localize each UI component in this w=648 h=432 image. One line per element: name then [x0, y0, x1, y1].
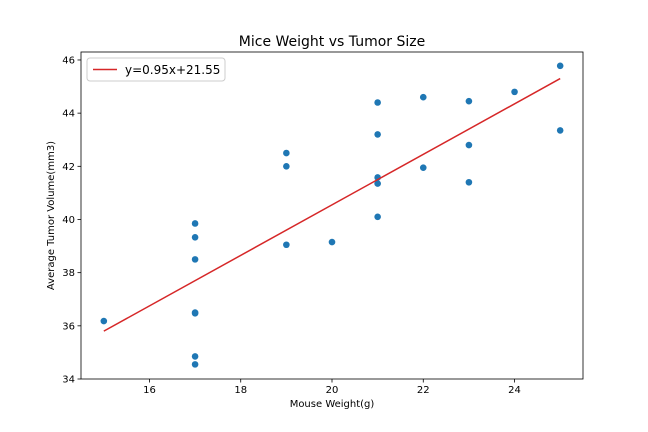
regression-line: [103, 77, 561, 332]
data-point: [191, 353, 199, 360]
data-point: [465, 97, 473, 105]
data-point: [419, 93, 427, 101]
data-point: [283, 149, 290, 157]
data-point: [328, 238, 336, 246]
data-point: [419, 164, 427, 171]
y-tick-label: 44: [62, 109, 75, 120]
data-point: [283, 241, 290, 249]
chart-title: Mice Weight vs Tumor Size: [239, 34, 425, 50]
x-tick-label: 22: [417, 385, 430, 396]
plot-frame: [80, 51, 584, 380]
data-point: [374, 99, 381, 106]
x-tick-label: 18: [234, 385, 247, 396]
x-tick-label: 24: [508, 385, 521, 396]
y-axis: 34 36 38 40 42 44 46: [62, 55, 81, 386]
y-tick-label: 42: [62, 162, 75, 173]
y-tick-label: 46: [62, 55, 75, 66]
y-tick-label: 36: [62, 321, 75, 332]
y-axis-label: Average Tumor Volume(mm3): [46, 141, 57, 290]
y-tick-label: 40: [62, 215, 75, 226]
data-point: [511, 88, 518, 96]
x-axis: 16 18 20 22 24: [143, 379, 521, 396]
data-point: [191, 310, 199, 317]
y-tick-label: 34: [62, 375, 75, 386]
data-point: [191, 234, 199, 241]
data-point: [191, 220, 199, 227]
y-tick-label: 38: [62, 268, 75, 279]
data-point: [191, 361, 199, 368]
data-point: [556, 127, 564, 134]
x-tick-label: 16: [143, 385, 156, 396]
data-point: [374, 213, 381, 221]
legend-regression-label: y=0.95x+21.55: [125, 63, 220, 77]
data-point: [191, 256, 199, 263]
data-point: [283, 163, 290, 170]
x-tick-label: 20: [326, 385, 339, 396]
legend: y=0.95x+21.55: [86, 57, 226, 82]
data-point: [374, 131, 381, 138]
data-point: [556, 62, 564, 70]
data-point: [465, 178, 473, 186]
plot-area: [100, 62, 564, 368]
x-axis-label: Mouse Weight(g): [290, 399, 375, 410]
data-point: [374, 180, 381, 187]
data-point: [465, 141, 473, 149]
data-point: [100, 317, 108, 325]
legend-box: [86, 57, 226, 82]
